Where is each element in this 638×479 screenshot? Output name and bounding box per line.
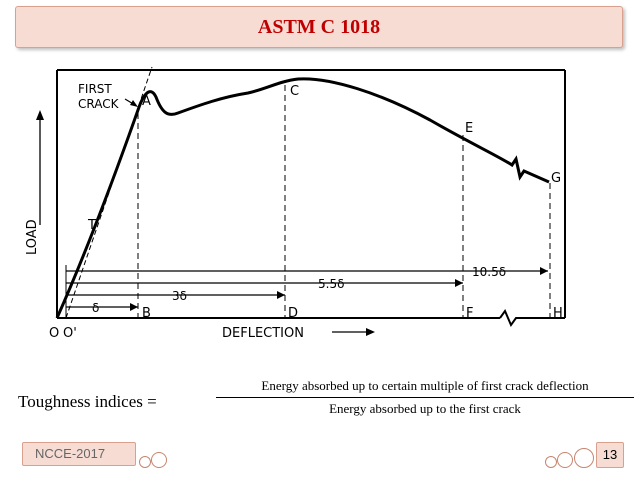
dim-label-delta: δ: [92, 301, 99, 315]
point-h-label: H: [553, 306, 563, 321]
point-c-label: C: [290, 84, 299, 99]
formula-denominator: Energy absorbed up to the first crack: [329, 401, 521, 416]
axis-break: [499, 308, 565, 328]
formula-lhs: Toughness indices =: [18, 392, 157, 411]
load-deflection-diagram: FIRST CRACK LOAD A C E G T 10.5δ 5.5δ 3δ…: [25, 66, 566, 341]
toughness-formula: Toughness indices = Energy absorbed up t…: [18, 378, 634, 428]
point-a-label: A: [142, 94, 151, 109]
point-b-label: B: [142, 306, 151, 321]
first-crack-label-line1: FIRST: [78, 82, 112, 96]
load-curve: [55, 77, 550, 319]
point-t-label: T: [87, 218, 96, 233]
formula-fraction: Energy absorbed up to certain multiple o…: [216, 378, 634, 417]
decorative-circle: [151, 452, 167, 468]
formula-numerator: Energy absorbed up to certain multiple o…: [261, 378, 589, 393]
load-axis-arrowhead: [36, 110, 44, 120]
first-crack-pointer-head: [130, 100, 138, 107]
dim-label-10-5delta: 10.5δ: [472, 265, 506, 279]
load-axis-label: LOAD: [25, 219, 40, 255]
dim-label-5-5delta: 5.5δ: [318, 277, 344, 291]
footer-label-box: NCCE-2017: [22, 442, 136, 466]
dim-arrow-3delta: [277, 291, 285, 299]
page-number: 13: [602, 447, 618, 462]
point-e-label: E: [465, 121, 473, 136]
point-g-label: G: [551, 171, 561, 186]
origin-label: O: [49, 326, 59, 341]
dim-arrow-10-5delta: [540, 267, 548, 275]
dim-label-3delta: 3δ: [172, 289, 187, 303]
deflection-axis-label: DEFLECTION: [222, 326, 304, 341]
dim-arrow-5-5delta: [455, 279, 463, 287]
first-crack-label-line2: CRACK: [78, 97, 120, 111]
decorative-circle: [557, 452, 573, 468]
origin-prime-label: O': [63, 326, 77, 341]
footer-label: NCCE-2017: [35, 446, 106, 461]
slide-title: ASTM C 1018: [257, 15, 381, 38]
title-banner: ASTM C 1018: [15, 6, 623, 48]
decorative-circle: [139, 456, 151, 468]
page-number-box: 13: [596, 442, 624, 468]
point-f-label: F: [466, 306, 473, 321]
decorative-circle: [545, 456, 557, 468]
dim-arrow-delta: [130, 303, 138, 311]
decorative-circle: [574, 448, 594, 468]
fraction-bar: [216, 397, 634, 398]
deflection-axis-arrowhead: [366, 328, 375, 336]
point-d-label: D: [288, 306, 298, 321]
